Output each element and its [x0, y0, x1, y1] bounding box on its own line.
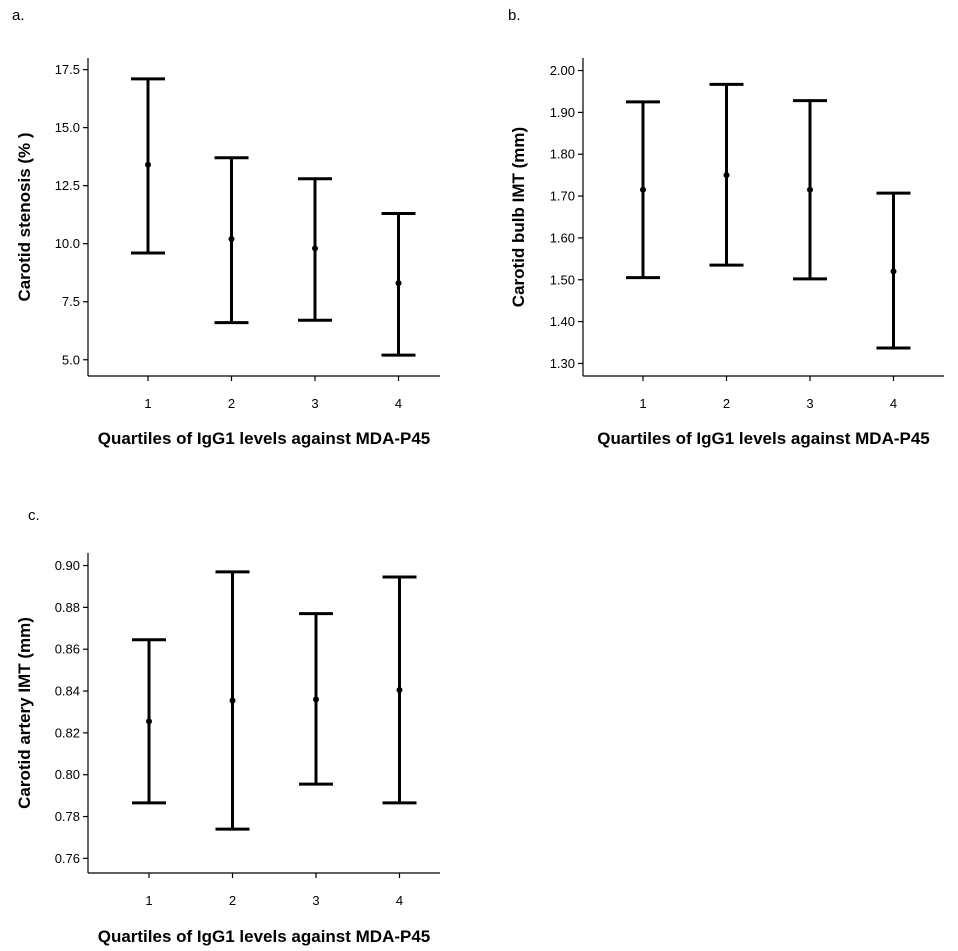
panel-letter: c.	[28, 507, 40, 524]
panel-letter: b.	[508, 7, 521, 24]
y-tick-label: 1.60	[550, 230, 575, 245]
y-tick-label: 2.00	[550, 63, 575, 78]
y-tick-label: 10.0	[55, 236, 80, 251]
y-tick-label: 0.90	[55, 558, 80, 573]
mean-point	[146, 718, 152, 725]
error-bar-q2	[709, 82, 744, 267]
mean-point	[228, 236, 235, 243]
y-axis-title: Carotid stenosis (% )	[15, 132, 34, 301]
mean-point	[312, 245, 318, 252]
error-bar-q4	[876, 191, 911, 350]
chart-panel-2: b. 1.30 1.40 1.50 1.60 1.70 1.80 1.90 2.00 1 2 3 4 Ca…	[508, 7, 944, 448]
x-tick-label: 2	[723, 396, 730, 411]
error-bar-q3	[298, 177, 332, 322]
y-tick-label: 1.70	[550, 189, 575, 204]
y-tick-label: 1.30	[550, 356, 575, 371]
mean-point	[640, 186, 646, 193]
mean-point	[395, 280, 402, 287]
y-tick-label: 1.80	[550, 147, 575, 162]
y-tick-label: 0.86	[55, 642, 80, 657]
chart-panel-1: a. 5.0 7.5 10.0 12.5 15.0 17.5 1 2 3 4 Carotid sten…	[12, 7, 440, 448]
mean-point	[145, 161, 151, 168]
y-tick-label: 0.82	[55, 725, 80, 740]
y-axis-title: Carotid bulb IMT (mm)	[509, 127, 528, 307]
error-bar-q4	[381, 212, 416, 357]
mean-point	[890, 268, 897, 275]
mean-point	[807, 186, 813, 193]
y-tick-label: 0.88	[55, 600, 80, 615]
mean-point	[723, 172, 730, 179]
y-tick-label: 0.76	[55, 851, 80, 866]
x-axis-title: Quartiles of IgG1 levels against MDA-P45	[98, 429, 431, 448]
mean-point	[396, 686, 403, 693]
y-tick-label: 12.5	[55, 178, 80, 193]
x-tick-label: 1	[639, 396, 646, 411]
x-axis-title: Quartiles of IgG1 levels against MDA-P45	[597, 429, 930, 448]
error-bar-q2	[214, 156, 249, 325]
x-tick-label: 2	[229, 893, 236, 908]
x-tick-label: 4	[395, 396, 402, 411]
mean-point	[229, 697, 236, 704]
error-bar-q1	[131, 77, 165, 255]
x-axis-title: Quartiles of IgG1 levels against MDA-P45	[98, 927, 431, 946]
y-tick-label: 0.84	[55, 684, 80, 699]
y-tick-label: 7.5	[62, 294, 80, 309]
x-tick-label: 1	[145, 893, 152, 908]
error-bar-q1	[626, 100, 660, 280]
x-tick-label: 3	[312, 893, 319, 908]
x-tick-label: 3	[806, 396, 813, 411]
y-tick-label: 0.78	[55, 809, 80, 824]
error-bar-q2	[215, 570, 250, 831]
y-tick-label: 5.0	[62, 352, 80, 367]
error-bar-q3	[299, 612, 333, 786]
error-bar-q3	[793, 99, 827, 281]
error-bar-q4	[382, 575, 417, 805]
y-tick-label: 1.90	[550, 105, 575, 120]
chart-panel-3: c. 0.76 0.78 0.80 0.82 0.84 0.86 0.88 0.90 1 2 3 4 Ca…	[15, 507, 440, 946]
x-tick-label: 4	[396, 893, 403, 908]
x-tick-label: 2	[228, 396, 235, 411]
y-tick-label: 15.0	[55, 120, 80, 135]
y-axis-title: Carotid artery IMT (mm)	[15, 617, 34, 809]
x-tick-label: 3	[311, 396, 318, 411]
y-tick-label: 0.80	[55, 767, 80, 782]
y-tick-label: 17.5	[55, 62, 80, 77]
y-tick-label: 1.50	[550, 272, 575, 287]
mean-point	[313, 696, 319, 703]
error-bar-q1	[132, 638, 166, 805]
panel-letter: a.	[12, 7, 25, 24]
x-tick-label: 1	[144, 396, 151, 411]
x-tick-label: 4	[890, 396, 897, 411]
y-tick-label: 1.40	[550, 314, 575, 329]
